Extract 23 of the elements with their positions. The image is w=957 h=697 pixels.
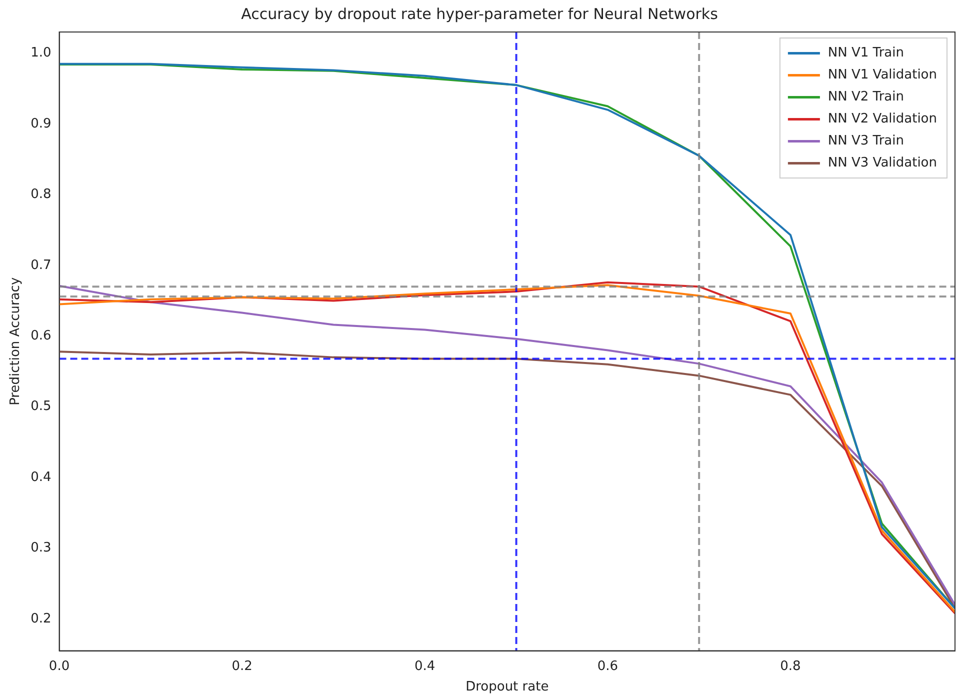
x-tick-label: 0.6 (597, 658, 618, 674)
y-tick-label: 0.9 (30, 116, 52, 132)
x-tick-label: 0.8 (780, 658, 801, 674)
y-tick-label: 0.5 (30, 399, 52, 414)
x-axis-title: Dropout rate (466, 680, 549, 695)
y-tick-label: 1.0 (30, 46, 52, 61)
y-tick-label: 0.7 (30, 258, 52, 273)
y-tick-label: 0.3 (30, 540, 52, 556)
legend-label: NN V2 Train (828, 89, 904, 104)
legend-label: NN V3 Validation (828, 155, 938, 170)
legend-label: NN V3 Train (828, 133, 904, 148)
x-tick-label: 0.0 (48, 658, 70, 674)
y-tick-label: 0.4 (30, 470, 52, 485)
x-tick-label: 0.2 (232, 658, 252, 674)
x-tick-label: 0.4 (414, 658, 436, 674)
y-axis-title: Prediction Accuracy (8, 277, 24, 406)
y-tick-label: 0.6 (30, 328, 52, 344)
legend-label: NN V1 Validation (828, 67, 938, 82)
chart-title: Accuracy by dropout rate hyper-parameter for Neural Networks (241, 4, 718, 23)
legend-label: NN V2 Validation (828, 111, 938, 126)
legend-label: NN V1 Train (828, 45, 904, 60)
y-tick-label: 0.8 (30, 187, 52, 202)
y-tick-label: 0.2 (30, 611, 52, 626)
